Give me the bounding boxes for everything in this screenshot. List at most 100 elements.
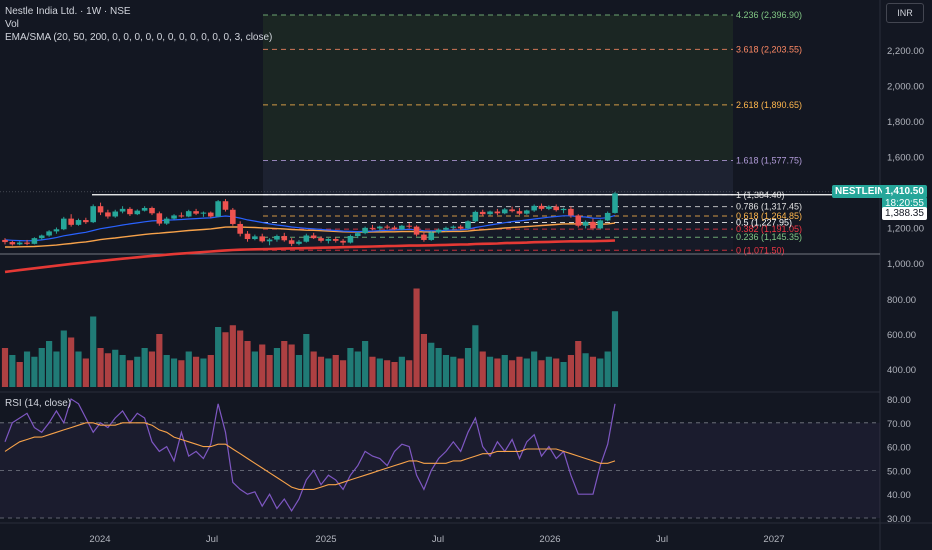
candle-body bbox=[479, 211, 486, 215]
candlesticks[interactable] bbox=[2, 192, 618, 247]
candle-body bbox=[185, 211, 192, 217]
candle-body bbox=[127, 208, 133, 215]
candle-body bbox=[516, 211, 523, 214]
volume-bar bbox=[553, 358, 560, 387]
candle-body bbox=[347, 236, 354, 243]
candle-body bbox=[612, 193, 618, 213]
candle-body bbox=[97, 206, 104, 213]
candle-body bbox=[112, 211, 119, 217]
volume-bar bbox=[23, 351, 31, 387]
volume-bar bbox=[244, 341, 251, 387]
volume-bar bbox=[376, 358, 383, 387]
candle-body bbox=[560, 208, 567, 211]
rsi-legend[interactable]: RSI (14, close) bbox=[5, 398, 72, 409]
candle-body bbox=[90, 206, 96, 223]
volume-bar bbox=[523, 358, 530, 387]
rsi-pane bbox=[0, 398, 880, 519]
candle-body bbox=[332, 239, 339, 241]
fib-level-label: 0.236 (1,145.35) bbox=[736, 232, 802, 242]
candle-body bbox=[303, 235, 310, 242]
candle-body bbox=[582, 221, 589, 226]
fib-level-label: 0.5 (1,227.95) bbox=[736, 218, 792, 228]
volume-bar bbox=[82, 358, 89, 387]
candle-body bbox=[340, 240, 346, 243]
volume-bar bbox=[141, 348, 148, 387]
ema-20-line bbox=[4, 214, 616, 242]
rsi-ma-line bbox=[4, 422, 616, 490]
volume-bar bbox=[597, 358, 604, 387]
candle-body bbox=[354, 233, 361, 237]
volume-bar bbox=[200, 358, 207, 387]
candle-body bbox=[487, 211, 493, 215]
volume-bar bbox=[604, 351, 611, 387]
symbol-title[interactable]: Nestle India Ltd. · 1W · NSE bbox=[5, 6, 131, 17]
candle-body bbox=[24, 242, 30, 244]
fib-level-label: 3.618 (2,203.55) bbox=[736, 44, 802, 54]
candle-body bbox=[590, 221, 596, 229]
candle-body bbox=[141, 207, 148, 211]
rsi-tick-label: 70.00 bbox=[887, 419, 911, 430]
time-tick-label: Jul bbox=[656, 534, 668, 545]
volume-bar bbox=[266, 355, 273, 387]
volume-bar bbox=[589, 356, 597, 387]
volume-bar bbox=[472, 325, 479, 387]
volume-bar bbox=[545, 356, 552, 387]
price-tick-label: 1,600.00 bbox=[887, 153, 924, 164]
rsi-line bbox=[4, 398, 616, 513]
volume-bar bbox=[582, 353, 589, 387]
candle-body bbox=[61, 218, 67, 230]
candle-body bbox=[362, 227, 368, 234]
volume-bar bbox=[325, 358, 332, 387]
candle-body bbox=[435, 229, 442, 233]
volume-bar bbox=[332, 355, 339, 387]
volume-bar bbox=[104, 353, 111, 387]
volume-bar bbox=[68, 337, 75, 387]
candle-body bbox=[288, 240, 295, 244]
countdown-tag: 18:20:55 bbox=[882, 197, 927, 210]
candle-body bbox=[369, 227, 376, 229]
candle-body bbox=[215, 201, 221, 217]
volume-bar bbox=[60, 330, 67, 387]
fibonacci-levels[interactable]: 0 (1,071.50) 0.236 (1,145.35)0.382 (1,191… bbox=[0, 10, 880, 255]
candle-body bbox=[68, 218, 74, 225]
volume-tick-label: 400.00 bbox=[887, 365, 916, 376]
fib-level-label: 4.236 (2,396.90) bbox=[736, 10, 802, 20]
time-tick-label: Jul bbox=[432, 534, 444, 545]
candle-body bbox=[38, 235, 45, 239]
volume-bar bbox=[251, 351, 258, 387]
currency-button[interactable]: INR bbox=[886, 3, 924, 23]
candle-body bbox=[597, 220, 604, 229]
candle-body bbox=[318, 238, 324, 241]
ema-200-line bbox=[4, 239, 616, 274]
time-tick-label: Jul bbox=[206, 534, 218, 545]
time-tick-label: 2026 bbox=[539, 534, 560, 545]
volume-bar bbox=[428, 342, 435, 387]
fib-level-label: 0.618 (1,264.85) bbox=[736, 211, 802, 221]
volume-bar bbox=[398, 356, 405, 387]
volume-bars bbox=[1, 288, 619, 387]
candle-body bbox=[450, 226, 457, 228]
candle-body bbox=[46, 231, 52, 236]
volume-bar bbox=[222, 332, 229, 387]
volume-bar bbox=[317, 356, 325, 387]
candle-body bbox=[325, 239, 332, 241]
candle-body bbox=[222, 201, 229, 210]
volume-bar bbox=[9, 355, 16, 387]
candle-body bbox=[156, 213, 163, 224]
volume-legend[interactable]: Vol bbox=[5, 19, 19, 30]
ema-50-line bbox=[5, 222, 616, 248]
ema-legend[interactable]: EMA/SMA (20, 50, 200, 0, 0, 0, 0, 0, 0, … bbox=[5, 32, 273, 43]
volume-bar bbox=[148, 351, 156, 387]
candle-body bbox=[149, 207, 155, 214]
volume-bar bbox=[53, 351, 60, 387]
candle-body bbox=[553, 206, 559, 211]
volume-bar bbox=[119, 355, 126, 387]
volume-bar bbox=[75, 351, 82, 387]
fib-level-label: 1.618 (1,577.75) bbox=[736, 155, 802, 165]
candle-body bbox=[105, 212, 111, 217]
volume-bar bbox=[362, 341, 369, 387]
candle-body bbox=[531, 205, 537, 211]
volume-bar bbox=[560, 362, 567, 387]
candle-body bbox=[119, 208, 126, 212]
